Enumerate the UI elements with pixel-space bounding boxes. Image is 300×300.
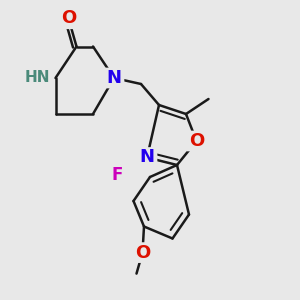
Text: N: N bbox=[140, 148, 154, 166]
FancyBboxPatch shape bbox=[22, 67, 53, 89]
Text: F: F bbox=[111, 167, 123, 184]
FancyBboxPatch shape bbox=[186, 131, 207, 151]
Text: N: N bbox=[106, 69, 122, 87]
FancyBboxPatch shape bbox=[57, 7, 80, 29]
FancyBboxPatch shape bbox=[137, 147, 157, 168]
Text: O: O bbox=[135, 244, 150, 262]
FancyBboxPatch shape bbox=[104, 68, 124, 88]
FancyBboxPatch shape bbox=[132, 242, 153, 263]
Text: HN: HN bbox=[25, 70, 50, 86]
Text: O: O bbox=[189, 132, 204, 150]
FancyBboxPatch shape bbox=[107, 165, 128, 186]
Text: O: O bbox=[61, 9, 76, 27]
